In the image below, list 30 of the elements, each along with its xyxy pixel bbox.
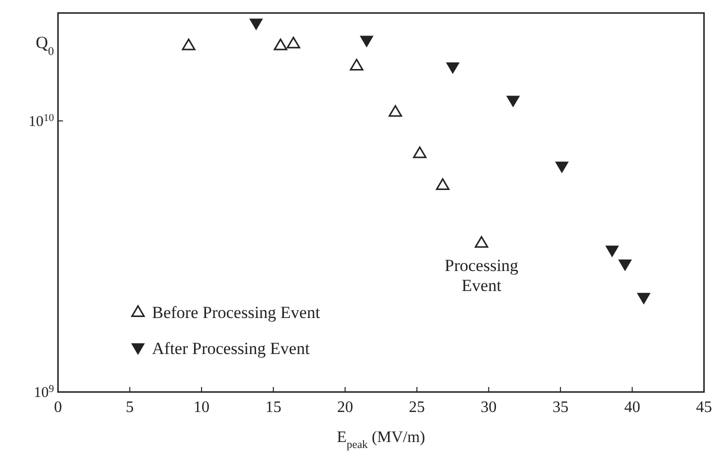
x-tick-label: 40 xyxy=(624,399,640,416)
point xyxy=(182,38,196,50)
annotation: Processing Event xyxy=(444,256,519,295)
x-tick-label: 15 xyxy=(265,399,282,416)
point xyxy=(637,292,650,304)
point xyxy=(474,236,488,248)
x-tick-label: 30 xyxy=(480,399,497,416)
point xyxy=(413,146,427,158)
point xyxy=(388,105,402,117)
x-tick-label: 25 xyxy=(408,399,425,416)
point xyxy=(618,260,632,271)
x-tick-label: 20 xyxy=(337,399,354,416)
x-tick-label: 35 xyxy=(552,399,568,416)
point xyxy=(555,162,568,173)
x-axis-title: E$_{peak}$ (MV/m) xyxy=(336,429,426,451)
legend-label: After Processing Event xyxy=(152,339,310,358)
x-tick-label: 45 xyxy=(696,399,712,416)
x-tick-label: 5 xyxy=(126,399,134,416)
point xyxy=(506,96,520,107)
y-tick-label: 10$^{10}$ xyxy=(28,112,54,130)
point xyxy=(436,178,450,190)
point xyxy=(606,246,619,257)
y-axis-title: Q$_{0}$ xyxy=(36,33,54,58)
x-tick-label: 0 xyxy=(54,399,62,416)
x-tick-label: 10 xyxy=(194,399,210,416)
legend-label: Before Processing Event xyxy=(152,303,320,322)
point xyxy=(286,36,300,48)
point xyxy=(350,58,364,70)
y-tick-label: 10$^{9}$ xyxy=(34,384,54,401)
point xyxy=(274,38,288,50)
